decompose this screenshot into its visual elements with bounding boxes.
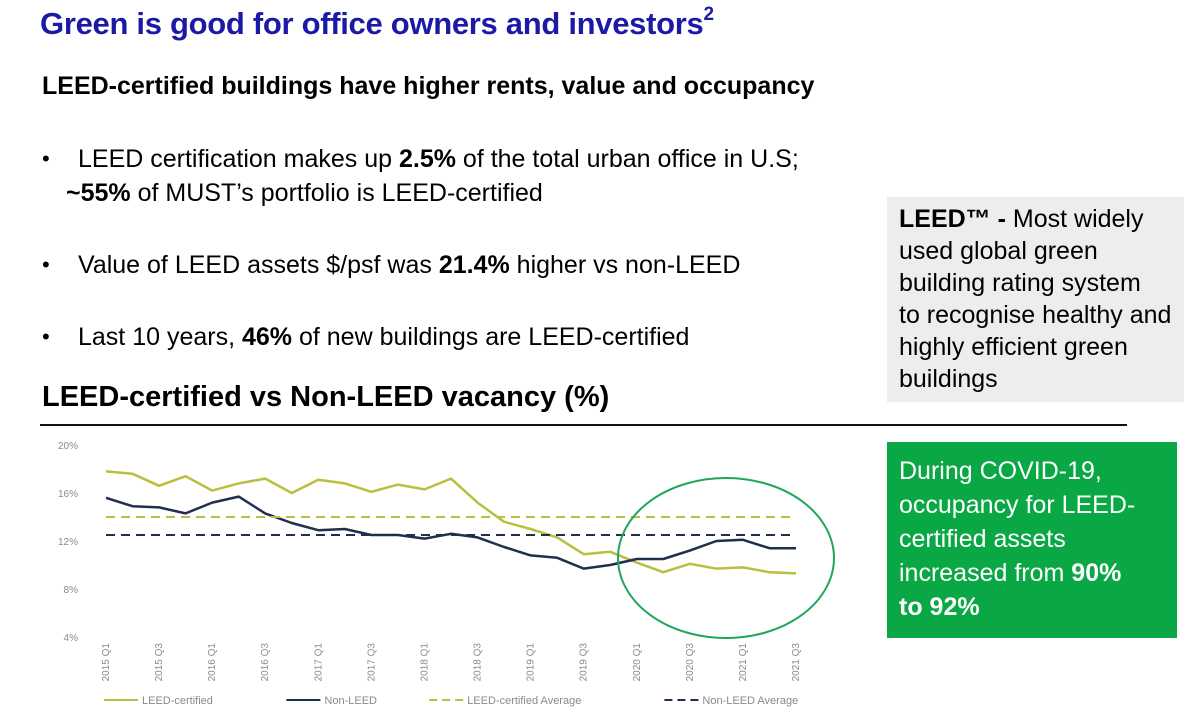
callout-highlight: to 92% bbox=[899, 593, 980, 621]
series-line-non-leed bbox=[105, 495, 796, 570]
leed-definition-box: LEED™ - Most widely used global green bu… bbox=[887, 197, 1184, 402]
x-tick-label: 2019 Q3 bbox=[579, 643, 590, 682]
series-line-leed-certified bbox=[105, 470, 797, 575]
y-tick-label: 4% bbox=[64, 633, 79, 644]
callout-line: occupancy for LEED- bbox=[899, 491, 1136, 519]
y-tick-label: 12% bbox=[58, 537, 78, 548]
callout-highlight: 90% bbox=[1071, 559, 1122, 587]
leed-line: building rating system bbox=[899, 269, 1141, 297]
leed-line: Most widely bbox=[1005, 205, 1144, 233]
footnote-marker: 2 bbox=[703, 4, 714, 25]
legend-label: LEED-certified bbox=[142, 695, 213, 707]
bullet-item: • Value of LEED assets $/psf was 21.4% h… bbox=[42, 248, 799, 282]
x-tick-label: 2016 Q1 bbox=[207, 643, 218, 682]
legend-label: Non-LEED Average bbox=[702, 695, 798, 707]
x-tick-label: 2015 Q1 bbox=[101, 643, 112, 682]
x-tick-label: 2020 Q3 bbox=[685, 643, 696, 682]
bullet-text: of MUST’s portfolio is LEED-certified bbox=[130, 179, 543, 207]
bullet-highlight: ~55% bbox=[66, 179, 131, 207]
x-tick-label: 2015 Q3 bbox=[154, 643, 165, 682]
leed-line: used global green bbox=[899, 237, 1098, 265]
vacancy-line-chart: 4% 8% 12% 16% 20% 2015 Q1 2015 Q3 2016 Q1 2016 Q… bbox=[58, 441, 835, 707]
callout-line: certified assets bbox=[899, 525, 1066, 553]
bullet-highlight: 2.5% bbox=[398, 145, 456, 173]
bullet-text: LEED certification makes up bbox=[78, 145, 399, 173]
leed-line: to recognise healthy and bbox=[899, 301, 1172, 329]
bullet-item: • LEED certification makes up 2.5% of th… bbox=[42, 142, 799, 176]
bullet-text: Value of LEED assets $/psf was bbox=[78, 251, 439, 279]
x-tick-label: 2017 Q1 bbox=[313, 643, 324, 682]
x-tick-label: 2016 Q3 bbox=[260, 643, 271, 682]
x-tick-label: 2021 Q1 bbox=[738, 643, 749, 682]
covid-callout-box: During COVID-19, occupancy for LEED- cer… bbox=[887, 442, 1177, 638]
leed-term: LEED™ - bbox=[899, 205, 1006, 233]
x-tick-label: 2019 Q1 bbox=[526, 643, 537, 682]
x-tick-label: 2020 Q1 bbox=[632, 643, 643, 682]
leed-line: highly efficient green bbox=[899, 333, 1128, 361]
bullet-list: • LEED certification makes up 2.5% of th… bbox=[42, 142, 799, 392]
bullet-text: Last 10 years, bbox=[78, 323, 242, 351]
page-subtitle: LEED-certified buildings have higher ren… bbox=[42, 72, 815, 100]
section-divider bbox=[40, 424, 1127, 426]
page-title: Green is good for office owners and inve… bbox=[40, 4, 714, 41]
x-tick-label: 2018 Q3 bbox=[473, 643, 484, 682]
bullet-text: of the total urban office in U.S; bbox=[455, 145, 799, 173]
y-tick-label: 8% bbox=[64, 585, 79, 596]
legend-label: LEED-certified Average bbox=[467, 695, 581, 707]
bullet-marker: • bbox=[42, 252, 50, 277]
legend-label: Non-LEED bbox=[324, 695, 377, 707]
callout-line: increased from bbox=[899, 559, 1072, 587]
chart-heading: LEED-certified vs Non-LEED vacancy (%) bbox=[42, 381, 610, 413]
y-tick-label: 16% bbox=[58, 489, 78, 500]
x-tick-label: 2017 Q3 bbox=[366, 643, 377, 682]
bullet-item-continued: ~55% of MUST’s portfolio is LEED-certifi… bbox=[42, 176, 799, 210]
x-tick-label: 2018 Q1 bbox=[419, 643, 430, 682]
bullet-marker: • bbox=[42, 324, 50, 349]
callout-line: During COVID-19, bbox=[899, 457, 1102, 485]
bullet-highlight: 46% bbox=[241, 323, 293, 351]
bullet-item: • Last 10 years, 46% of new buildings ar… bbox=[42, 320, 799, 354]
highlight-circle bbox=[617, 477, 835, 639]
x-tick-label: 2021 Q3 bbox=[791, 643, 802, 682]
bullet-highlight: 21.4% bbox=[438, 251, 510, 279]
leed-line: buildings bbox=[899, 365, 998, 393]
bullet-text: of new buildings are LEED-certified bbox=[292, 323, 690, 351]
bullet-text: higher vs non-LEED bbox=[509, 251, 741, 279]
bullet-marker: • bbox=[42, 146, 50, 171]
y-tick-label: 20% bbox=[58, 441, 78, 452]
